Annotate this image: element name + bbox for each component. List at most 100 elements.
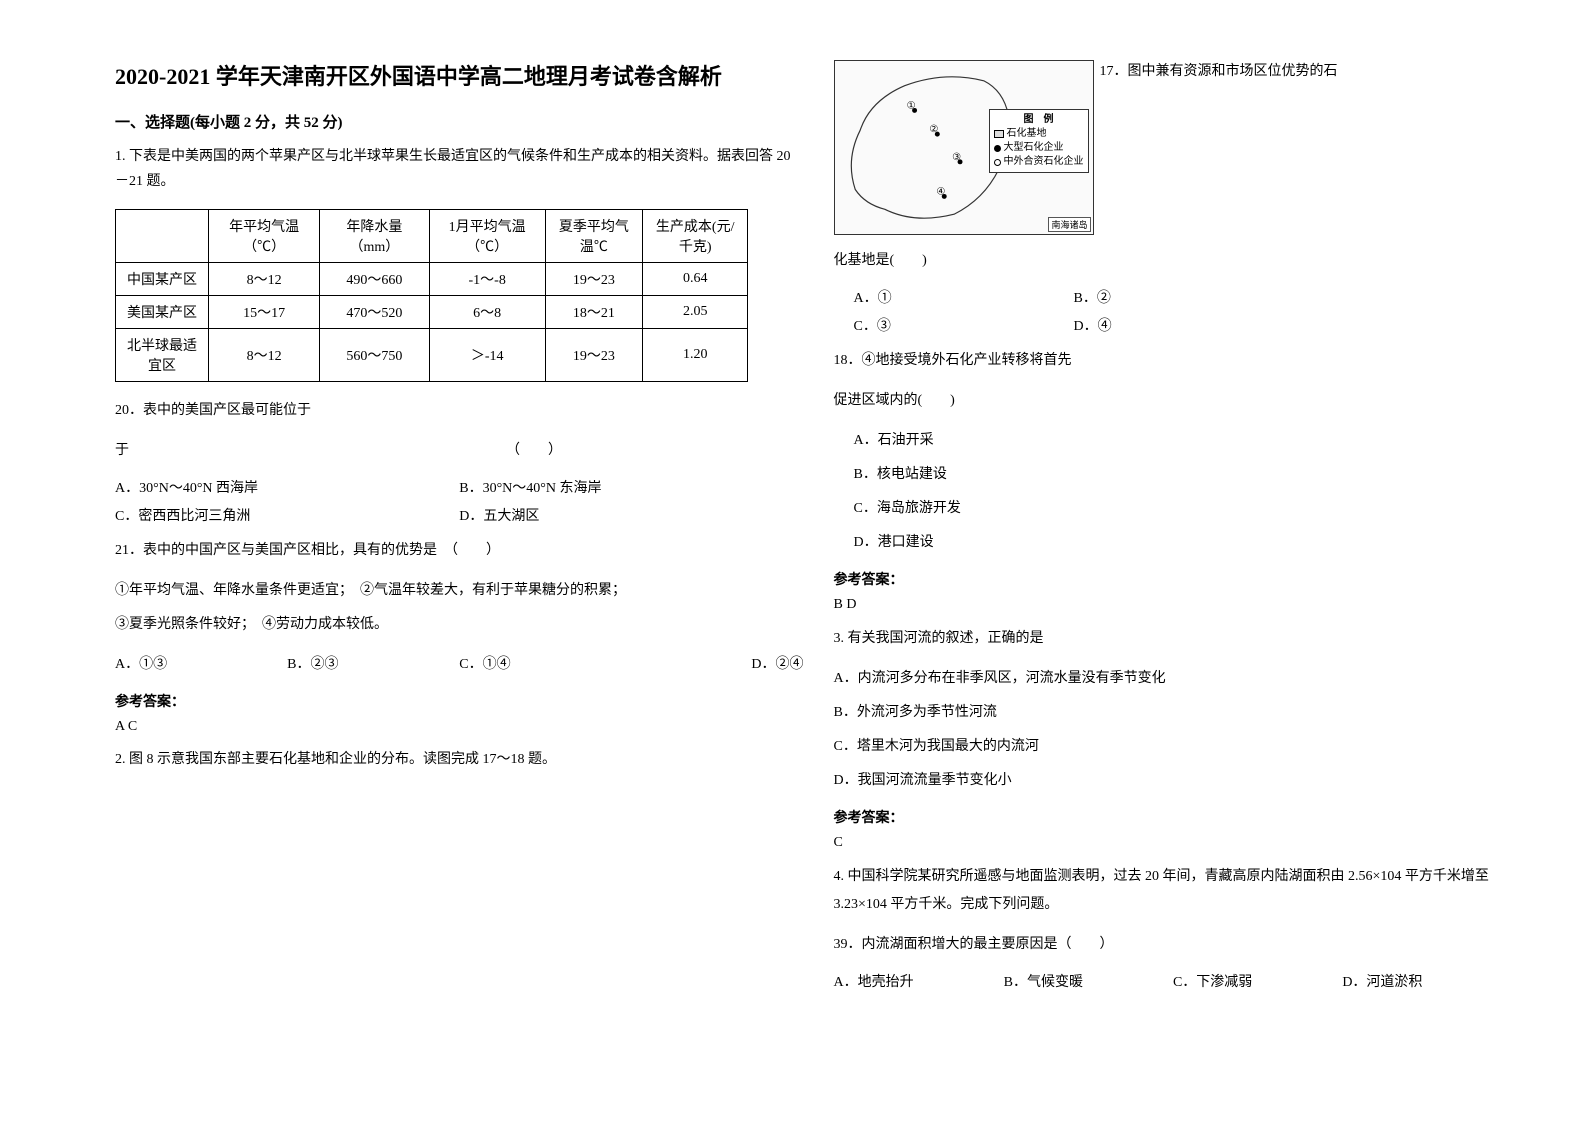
q17-opts-cd: C．③ D．④ bbox=[854, 315, 1523, 335]
table-header bbox=[116, 210, 209, 263]
table-cell: -1～-8 bbox=[429, 263, 545, 296]
map-corner-label: 南海诸岛 bbox=[1048, 217, 1090, 232]
q21-stmt1: ①年平均气温、年降水量条件更适宜； ②气温年较差大，有利于苹果糖分的积累； bbox=[115, 577, 804, 605]
q2-intro: 2. 图 8 示意我国东部主要石化基地和企业的分布。读图完成 17～18 题。 bbox=[115, 747, 804, 772]
section-header: 一、选择题(每小题 2 分，共 52 分) bbox=[115, 111, 804, 132]
q1-intro: 1. 下表是中美两国的两个苹果产区与北半球苹果生长最适宜区的气候条件和生产成本的… bbox=[115, 144, 804, 194]
q17-opt-a: A．① bbox=[854, 287, 954, 307]
table-header: 年降水量（mm） bbox=[320, 210, 429, 263]
legend-label: 中外合资石化企业 bbox=[1004, 155, 1084, 169]
table-cell: 中国某产区 bbox=[116, 263, 209, 296]
page-title: 2020-2021 学年天津南开区外国语中学高二地理月考试卷含解析 bbox=[115, 60, 804, 93]
table-cell: 19～23 bbox=[545, 329, 642, 382]
q3-opt-c: C．塔里木河为我国最大的内流河 bbox=[834, 733, 1523, 761]
q2-answer: B D bbox=[834, 597, 1523, 613]
legend-label: 大型石化企业 bbox=[1004, 141, 1064, 155]
data-table: 年平均气温（℃） 年降水量（mm） 1月平均气温（℃） 夏季平均气温℃ 生产成本… bbox=[115, 209, 748, 382]
q20-stem: 20．表中的美国产区最可能位于 bbox=[115, 403, 311, 418]
left-column: 2020-2021 学年天津南开区外国语中学高二地理月考试卷含解析 一、选择题(… bbox=[100, 60, 819, 1092]
q4-opt-b: B．气候变暖 bbox=[1004, 971, 1083, 991]
q20-opt-d: D．五大湖区 bbox=[459, 505, 539, 525]
q18-opt-d: D．港口建设 bbox=[854, 529, 1523, 557]
q20-opt-b: B．30°N～40°N 东海岸 bbox=[459, 477, 601, 497]
table-cell: 2.05 bbox=[643, 296, 748, 329]
table-cell: 470～520 bbox=[320, 296, 429, 329]
q4-q39: 39．内流湖面积增大的最主要原因是（ ） bbox=[834, 931, 1523, 959]
q17-text-start: 17．图中兼有资源和市场区位优势的石 bbox=[1100, 60, 1338, 80]
q20-text: 20．表中的美国产区最可能位于 bbox=[115, 397, 804, 425]
legend-circle-icon bbox=[994, 159, 1001, 166]
q3-answer-label: 参考答案： bbox=[834, 807, 1523, 827]
q4-opts: A．地壳抬升 B．气候变暖 C．下渗减弱 D．河道淤积 bbox=[834, 971, 1523, 991]
q4-opt-c: C．下渗减弱 bbox=[1173, 971, 1252, 991]
q20-opt-c: C．密西西比河三角洲 bbox=[115, 505, 459, 525]
q21-opt-c: C．①④ bbox=[459, 651, 631, 679]
table-cell: 8～12 bbox=[208, 263, 319, 296]
table-header: 1月平均气温（℃） bbox=[429, 210, 545, 263]
table-cell: 6～8 bbox=[429, 296, 545, 329]
q1-answer: A C bbox=[115, 719, 804, 735]
table-cell: 1.20 bbox=[643, 329, 748, 382]
q17-opt-c: C．③ bbox=[854, 315, 954, 335]
q4-opt-a: A．地壳抬升 bbox=[834, 971, 914, 991]
map-figure: ① ② ③ ④ 图 例 石化基地 大型石化企业 中外合资石化企业 南海诸岛 bbox=[834, 60, 1094, 235]
q20-opt-a: A．30°N～40°N 西海岸 bbox=[115, 477, 459, 497]
q21-opt-b: B．②③ bbox=[287, 651, 459, 679]
q20-cont: 于 bbox=[115, 443, 129, 458]
q21-opt-a: A．①③ bbox=[115, 651, 287, 679]
q18-opt-c: C．海岛旅游开发 bbox=[854, 495, 1523, 523]
legend-label: 石化基地 bbox=[1007, 127, 1047, 141]
table-header: 夏季平均气温℃ bbox=[545, 210, 642, 263]
q18-text1: 18．④地接受境外石化产业转移将首先 bbox=[834, 347, 1523, 375]
legend-item: 中外合资石化企业 bbox=[994, 155, 1084, 169]
table-cell: ＞-14 bbox=[429, 329, 545, 382]
q4-text: 4. 中国科学院某研究所遥感与地面监测表明，过去 20 年间，青藏高原内陆湖面积… bbox=[834, 863, 1523, 919]
q20-paren-line: 于 （ ） bbox=[115, 437, 804, 465]
q17-opt-d: D．④ bbox=[1074, 315, 1174, 335]
table-cell: 19～23 bbox=[545, 263, 642, 296]
table-row: 美国某产区 15～17 470～520 6～8 18～21 2.05 bbox=[116, 296, 748, 329]
q1-answer-label: 参考答案： bbox=[115, 691, 804, 711]
q3-text: 3. 有关我国河流的叙述，正确的是 bbox=[834, 625, 1523, 653]
q17-opts-ab: A．① B．② bbox=[854, 287, 1523, 307]
q21-opt-d: D．②④ bbox=[631, 651, 803, 679]
legend-square-icon bbox=[994, 130, 1004, 138]
q2-answer-label: 参考答案： bbox=[834, 569, 1523, 589]
q21-stmt2: ③夏季光照条件较好； ④劳动力成本较低。 bbox=[115, 611, 804, 639]
right-column: ① ② ③ ④ 图 例 石化基地 大型石化企业 中外合资石化企业 南海诸岛 17… bbox=[819, 60, 1538, 1092]
table-cell: 0.64 bbox=[643, 263, 748, 296]
table-header-row: 年平均气温（℃） 年降水量（mm） 1月平均气温（℃） 夏季平均气温℃ 生产成本… bbox=[116, 210, 748, 263]
legend-title: 图 例 bbox=[994, 113, 1084, 127]
legend-dot-icon bbox=[994, 145, 1001, 152]
table-cell: 8～12 bbox=[208, 329, 319, 382]
q20-opts-cd: C．密西西比河三角洲 D．五大湖区 bbox=[115, 505, 804, 525]
table-row: 中国某产区 8～12 490～660 -1～-8 19～23 0.64 bbox=[116, 263, 748, 296]
table-cell: 美国某产区 bbox=[116, 296, 209, 329]
q17-wrap: ① ② ③ ④ 图 例 石化基地 大型石化企业 中外合资石化企业 南海诸岛 17… bbox=[834, 60, 1523, 235]
q18-text2: 促进区域内的( ) bbox=[834, 387, 1523, 415]
q21-text: 21．表中的中国产区与美国产区相比，具有的优势是 （ ） bbox=[115, 537, 804, 565]
q18-opt-a: A．石油开采 bbox=[854, 427, 1523, 455]
q3-answer: C bbox=[834, 835, 1523, 851]
q20-paren: （ ） bbox=[506, 443, 562, 458]
q18-opt-b: B．核电站建设 bbox=[854, 461, 1523, 489]
q20-opts-ab: A．30°N～40°N 西海岸 B．30°N～40°N 东海岸 bbox=[115, 477, 804, 497]
table-cell: 560～750 bbox=[320, 329, 429, 382]
table-row: 北半球最适宜区 8～12 560～750 ＞-14 19～23 1.20 bbox=[116, 329, 748, 382]
q3-opt-b: B．外流河多为季节性河流 bbox=[834, 699, 1523, 727]
q4-opt-d: D．河道淤积 bbox=[1342, 971, 1422, 991]
legend-item: 石化基地 bbox=[994, 127, 1084, 141]
q3-opt-a: A．内流河多分布在非季风区，河流水量没有季节变化 bbox=[834, 665, 1523, 693]
table-header: 生产成本(元/千克) bbox=[643, 210, 748, 263]
q17-opt-b: B．② bbox=[1074, 287, 1174, 307]
table-cell: 490～660 bbox=[320, 263, 429, 296]
table-cell: 15～17 bbox=[208, 296, 319, 329]
table-header: 年平均气温（℃） bbox=[208, 210, 319, 263]
q21-opts: A．①③ B．②③ C．①④ D．②④ bbox=[115, 651, 804, 679]
q3-opt-d: D．我国河流流量季节变化小 bbox=[834, 767, 1523, 795]
table-cell: 18～21 bbox=[545, 296, 642, 329]
map-legend: 图 例 石化基地 大型石化企业 中外合资石化企业 bbox=[989, 109, 1089, 173]
legend-item: 大型石化企业 bbox=[994, 141, 1084, 155]
q17-text-cont: 化基地是( ) bbox=[834, 247, 1523, 275]
table-cell: 北半球最适宜区 bbox=[116, 329, 209, 382]
